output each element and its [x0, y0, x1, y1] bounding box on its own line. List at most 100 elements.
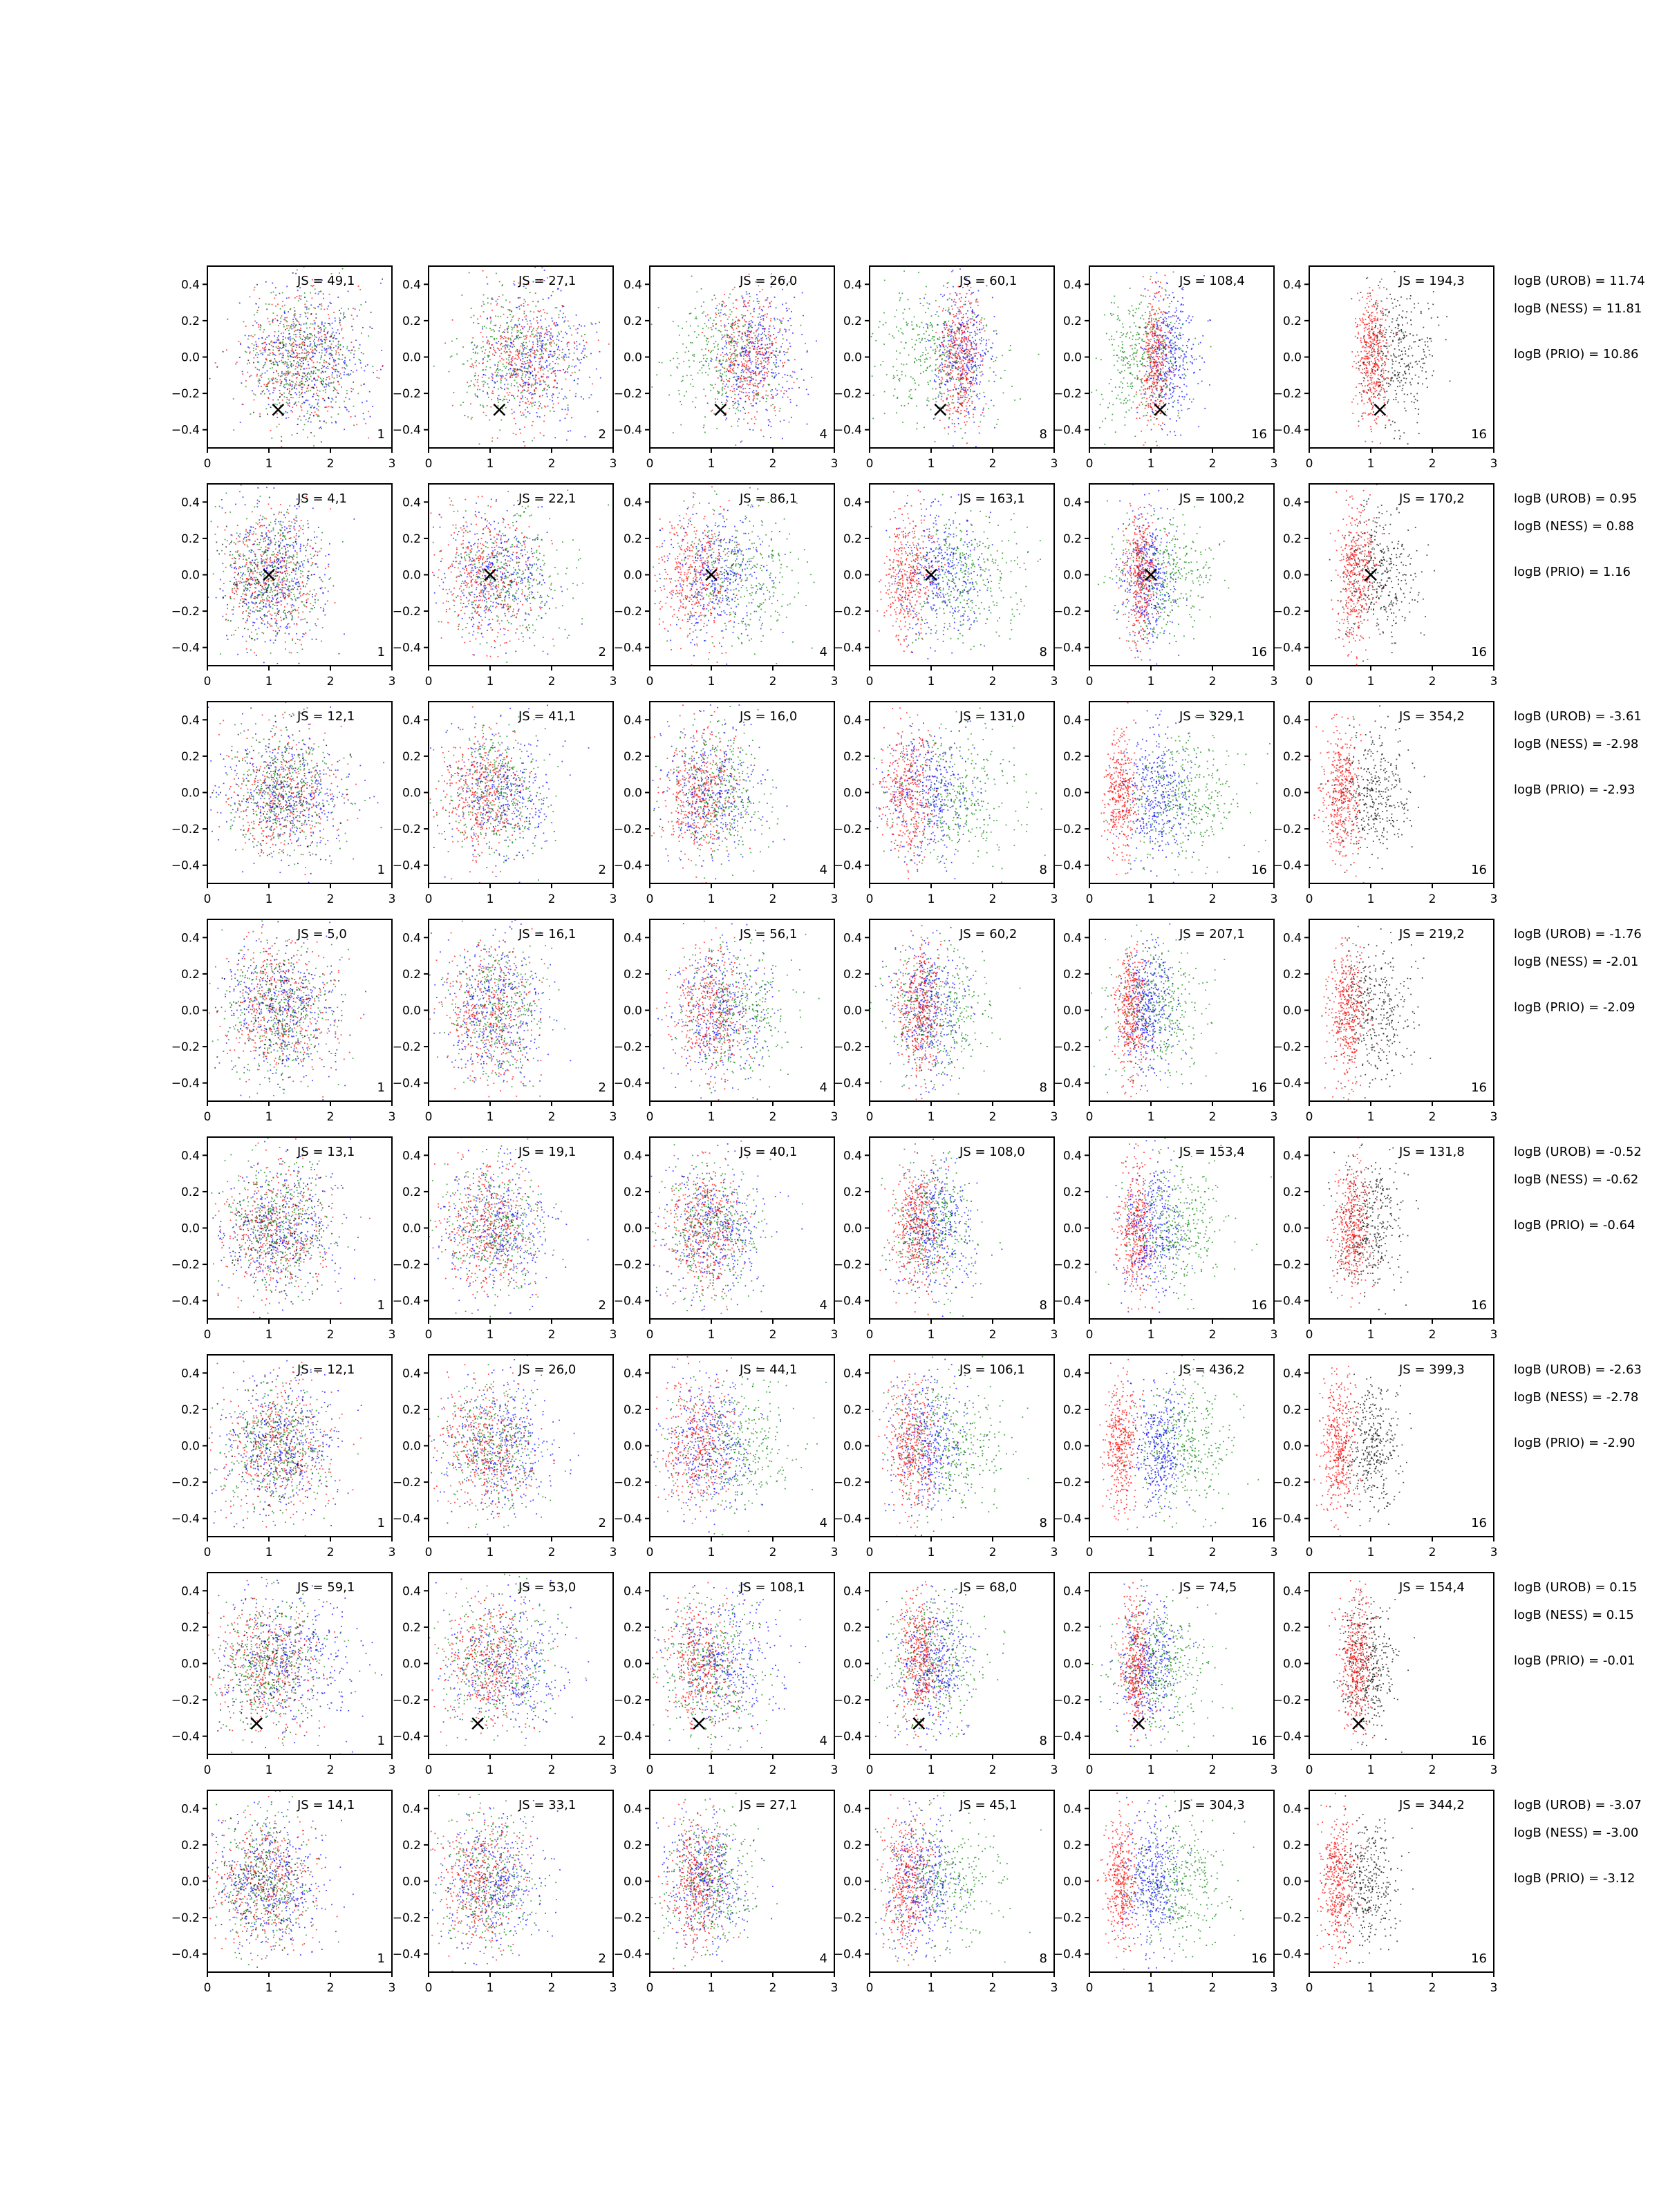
scatter-point: [765, 394, 767, 396]
scatter-point: [281, 373, 283, 374]
scatter-point: [350, 388, 352, 389]
scatter-point: [688, 312, 691, 315]
scatter-point: [1174, 323, 1176, 324]
scatter-point: [268, 382, 270, 383]
scatter-point: [946, 371, 948, 373]
scatter-point: [500, 344, 501, 346]
scatter-point: [502, 294, 504, 296]
scatter-point: [452, 404, 453, 406]
scatter-point: [341, 359, 343, 360]
scatter-point: [539, 384, 541, 386]
scatter-point: [296, 352, 298, 354]
scatter-point: [368, 437, 370, 439]
scatter-point: [718, 360, 720, 362]
scatter-point: [279, 308, 281, 310]
scatter-point: [681, 380, 682, 382]
scatter-point: [557, 363, 559, 365]
scatter-point: [317, 340, 319, 341]
scatter-point: [938, 372, 939, 374]
scatter-point: [321, 355, 322, 357]
scatter-point: [294, 356, 297, 358]
scatter-point: [328, 397, 329, 398]
scatter-point: [305, 315, 307, 317]
scatter-point: [330, 335, 332, 337]
scatter-point: [289, 327, 291, 329]
scatter-point: [261, 337, 263, 339]
scatter-point: [941, 337, 944, 339]
scatter-point: [534, 369, 536, 371]
scatter-point: [948, 373, 950, 375]
scatter-point: [563, 312, 564, 315]
scatter-point: [730, 341, 732, 342]
scatter-point: [749, 351, 751, 353]
scatter-point: [773, 334, 774, 335]
scatter-point: [978, 426, 980, 427]
scatter-point: [991, 355, 993, 357]
scatter-point: [489, 322, 491, 324]
scatter-point: [765, 390, 767, 392]
scatter-point: [749, 299, 751, 301]
scatter-point: [806, 351, 808, 353]
scatter-point: [284, 374, 286, 376]
scatter-point: [255, 354, 256, 356]
scatter-point: [523, 341, 525, 344]
scatter-point: [747, 353, 748, 355]
scatter-point: [545, 343, 547, 345]
scatter-point: [289, 361, 291, 363]
scatter-point: [529, 392, 532, 393]
scatter-point: [343, 312, 345, 314]
scatter-point: [1118, 371, 1121, 373]
scatter-point: [983, 415, 985, 417]
scatter-point: [964, 303, 966, 306]
scatter-point: [475, 395, 477, 397]
scatter-point: [948, 377, 950, 379]
scatter-point: [967, 339, 969, 341]
scatter-point: [561, 409, 563, 411]
scatter-point: [722, 383, 724, 385]
scatter-point: [532, 371, 533, 373]
scatter-point: [754, 382, 756, 384]
scatter-point: [995, 374, 997, 376]
scatter-point: [948, 358, 949, 360]
scatter-point: [534, 390, 535, 391]
scatter-point: [903, 318, 905, 320]
scatter-point: [724, 346, 726, 348]
scatter-point: [960, 397, 962, 398]
scatter-point: [729, 313, 731, 315]
scatter-point: [944, 427, 946, 429]
scatter-point: [724, 335, 726, 336]
scatter-point: [317, 409, 319, 411]
scatter-point: [524, 316, 526, 318]
scatter-point: [293, 314, 295, 316]
scatter-point: [283, 332, 284, 334]
scatter-point: [286, 365, 288, 367]
scatter-point: [518, 353, 521, 355]
scatter-point: [499, 360, 501, 362]
scatter-point: [320, 330, 322, 332]
scatter-point: [1096, 389, 1098, 391]
scatter-point: [900, 341, 902, 343]
scatter-point: [330, 273, 332, 274]
scatter-point: [288, 417, 290, 418]
scatter-point: [747, 395, 749, 397]
scatter-point: [971, 366, 973, 368]
scatter-point: [317, 306, 319, 308]
scatter-point: [1135, 339, 1137, 341]
scatter-point: [766, 299, 768, 301]
scatter-point: [932, 398, 934, 400]
scatter-point: [270, 430, 272, 431]
scatter-point: [734, 372, 735, 374]
scatter-point: [749, 339, 751, 340]
scatter-point: [752, 400, 754, 402]
scatter-point: [919, 341, 921, 344]
scatter-point: [769, 421, 771, 423]
scatter-point: [503, 337, 505, 339]
scatter-point: [319, 332, 321, 334]
scatter-point: [268, 378, 270, 380]
scatter-point: [740, 355, 742, 357]
scatter-point: [784, 279, 785, 280]
scatter-point: [967, 366, 968, 367]
scatter-point: [740, 441, 742, 443]
scatter-point: [292, 319, 294, 320]
scatter-point: [762, 306, 765, 308]
